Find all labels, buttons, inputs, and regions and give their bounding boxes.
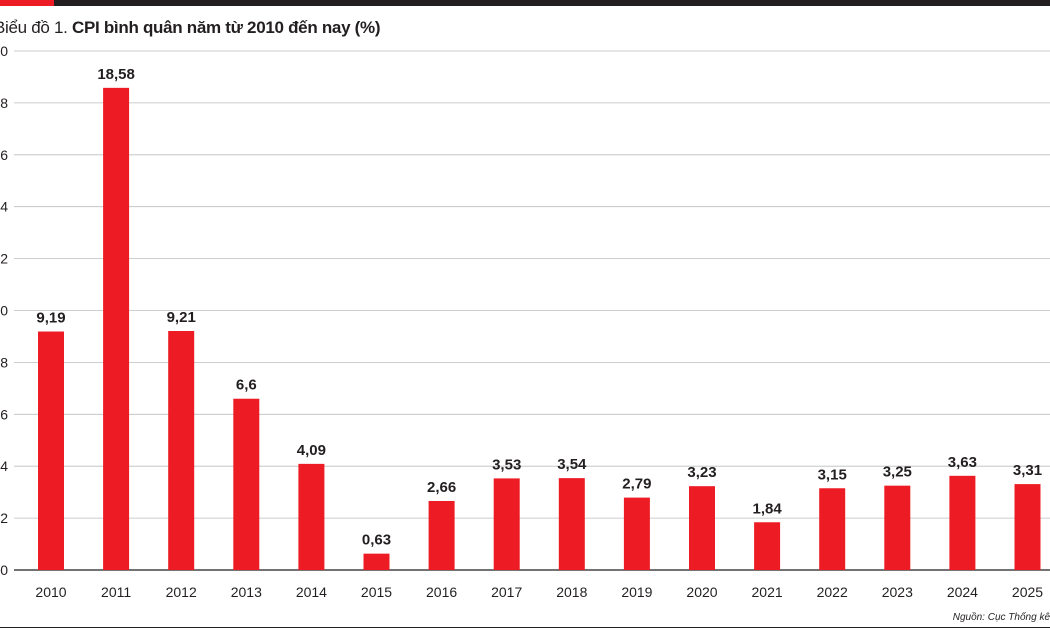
data-label-2025: 3,31 [1013,462,1042,479]
y-tick-label: 12 [0,251,8,267]
bar-2015 [363,553,390,570]
y-axis-ticks: 0 2 4 6 8 10 12 14 16 18 20 [0,43,8,578]
x-tick-label-2019: 2019 [621,584,652,600]
x-tick-label-2010: 2010 [35,584,66,600]
data-label-2017: 3,53 [492,456,521,473]
bar-2010 [38,331,64,570]
x-tick-label-2013: 2013 [231,584,262,600]
x-tick-label-2011: 2011 [101,584,131,600]
source-note: Nguồn: Cục Thống kê [952,612,1050,623]
y-tick-label: 18 [0,95,8,111]
x-tick-label-2024: 2024 [947,584,978,600]
chart-title-main: CPI bình quân năm từ 2010 đến nay (%) [71,18,381,37]
x-tick-label-2021: 2021 [752,584,783,600]
top-bar [0,0,1050,6]
x-tick-label-2022: 2022 [817,584,848,600]
chart-title: Biểu đồ 1. CPI bình quân năm từ 2010 đến… [0,18,381,38]
y-tick-label: 20 [0,43,8,59]
x-tick-label-2023: 2023 [882,584,913,600]
x-tick-label-2015: 2015 [361,584,392,600]
bottom-rule [0,627,1050,628]
y-tick-label: 10 [0,303,8,319]
x-tick-label-2018: 2018 [556,584,587,600]
data-label-2024: 3,63 [948,454,977,471]
bar-2020 [689,486,715,570]
bar-2019 [623,497,650,570]
y-tick-label: 0 [0,562,8,578]
bar-2018 [558,478,585,570]
data-label-2019: 2,79 [622,476,651,493]
y-tick-label: 14 [0,199,8,215]
bar-2023 [884,485,911,570]
bar-2016 [428,500,455,570]
y-tick-label: 4 [0,458,8,474]
y-tick-label: 8 [0,354,8,370]
bar-2012 [168,331,195,570]
x-axis-ticks: 2010 2011 2012 2013 2014 2015 2016 2017 2018 2019… [35,584,1043,600]
x-tick-label-2014: 2014 [296,584,327,600]
bar-2011 [103,87,130,570]
data-label-2018: 3,54 [557,456,587,473]
data-label-2020: 3,23 [687,464,716,481]
data-label-2015: 0,63 [362,532,391,549]
data-label-2011: 18,58 [97,66,135,83]
top-bar-accent [0,0,54,6]
y-tick-label: 6 [0,406,8,422]
chart-title-prefix: Biểu đồ 1. [0,18,72,37]
bar-2024 [949,475,976,570]
bar-2025 [1014,484,1041,570]
data-label-2013: 6,6 [236,377,257,394]
bar-2021 [754,522,781,570]
data-label-2016: 2,66 [427,479,456,496]
data-label-2023: 3,25 [883,464,912,481]
bar-2013 [233,398,260,570]
data-label-2022: 3,15 [818,466,847,483]
data-label-2010: 9,19 [36,310,65,327]
x-tick-label-2025: 2025 [1012,584,1043,600]
bar-2017 [493,478,520,570]
x-tick-label-2017: 2017 [491,584,522,600]
bars [38,87,1041,570]
x-tick-label-2020: 2020 [686,584,717,600]
data-labels: 9,19 18,58 9,21 6,6 4,09 0,63 2,66 3,53 3,54 2,79… [36,66,1042,549]
bar-2014 [298,463,325,570]
y-tick-label: 16 [0,147,8,163]
data-label-2021: 1,84 [752,500,782,517]
x-tick-label-2016: 2016 [426,584,457,600]
data-label-2014: 4,09 [297,442,326,459]
x-tick-label-2012: 2012 [166,584,197,600]
data-label-2012: 9,21 [167,309,196,326]
y-tick-label: 2 [0,510,8,526]
bar-2022 [819,488,846,570]
